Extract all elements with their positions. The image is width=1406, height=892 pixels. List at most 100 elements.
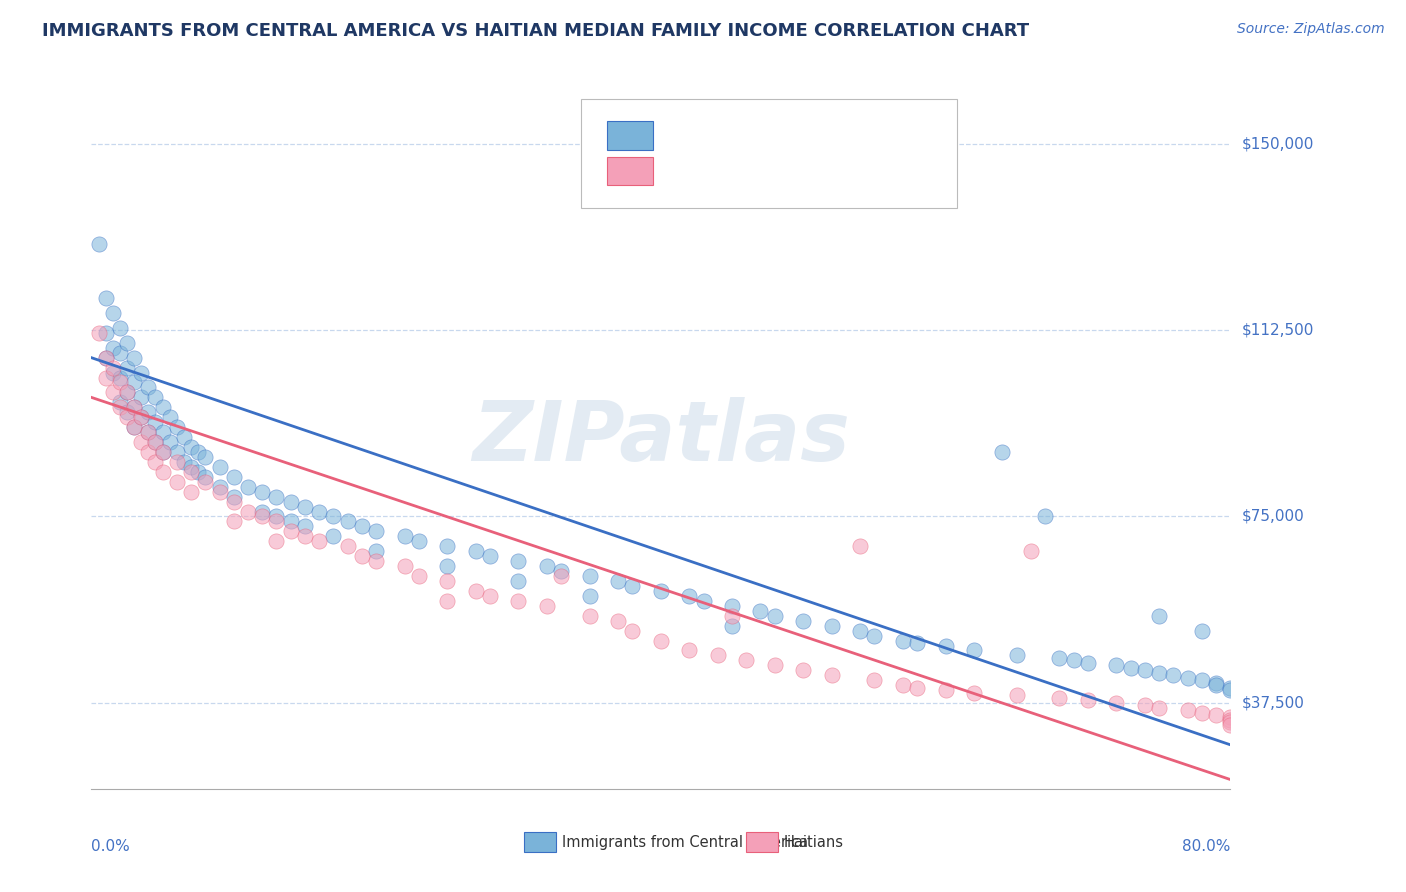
Point [108, 321, 131, 335]
Point [208, 459, 231, 474]
Point [1147, 665, 1170, 680]
Text: $75,000: $75,000 [1241, 509, 1305, 524]
Point [266, 534, 288, 549]
Point [650, 633, 672, 648]
Point [607, 574, 630, 588]
Point [792, 614, 814, 628]
Point [891, 633, 914, 648]
Point [905, 636, 928, 650]
Point [1219, 715, 1241, 730]
Point [1105, 658, 1128, 673]
Point [364, 554, 387, 568]
Point [280, 494, 302, 508]
Point [436, 574, 458, 588]
Point [108, 376, 131, 390]
Text: ZIPatlas: ZIPatlas [472, 397, 849, 477]
Point [607, 614, 630, 628]
Point [194, 450, 217, 464]
Point [122, 420, 145, 434]
Point [108, 395, 131, 409]
Point [222, 490, 245, 504]
Point [1219, 718, 1241, 732]
Text: $150,000: $150,000 [1241, 136, 1313, 152]
Point [1049, 651, 1071, 665]
Text: R =: R = [669, 163, 704, 178]
Point [222, 494, 245, 508]
Text: N =: N = [801, 163, 837, 178]
Point [152, 445, 174, 459]
Point [266, 515, 288, 529]
Point [122, 401, 145, 415]
Point [115, 360, 138, 375]
Point [1019, 544, 1042, 558]
Point [236, 480, 259, 494]
Point [166, 420, 188, 434]
Point [1191, 673, 1213, 688]
Point [122, 351, 145, 365]
Point [145, 435, 167, 450]
Point [108, 401, 131, 415]
Point [550, 564, 572, 578]
Point [934, 639, 956, 653]
Point [159, 410, 181, 425]
Point [621, 579, 644, 593]
Point [1219, 713, 1241, 727]
Point [394, 559, 416, 574]
Point [1191, 624, 1213, 638]
Point [180, 459, 202, 474]
Point [101, 360, 124, 375]
Point [322, 529, 344, 543]
Point [236, 504, 259, 518]
Text: -0.911: -0.911 [718, 128, 775, 143]
Point [115, 405, 138, 419]
Text: -0.644: -0.644 [718, 163, 775, 178]
Point [1063, 653, 1085, 667]
Point [187, 445, 209, 459]
Point [436, 594, 458, 608]
Point [849, 624, 872, 638]
Point [180, 465, 202, 479]
Point [94, 291, 117, 305]
Point [94, 370, 117, 384]
Point [166, 445, 188, 459]
Point [250, 504, 273, 518]
Point [678, 589, 700, 603]
FancyBboxPatch shape [747, 832, 778, 852]
Point [1005, 648, 1028, 663]
Point [152, 445, 174, 459]
Point [1147, 608, 1170, 623]
Point [991, 445, 1014, 459]
Point [173, 430, 195, 444]
Text: 80.0%: 80.0% [1182, 838, 1230, 854]
Point [87, 236, 110, 251]
Point [194, 470, 217, 484]
Point [122, 420, 145, 434]
Point [436, 559, 458, 574]
Point [115, 385, 138, 400]
Point [101, 306, 124, 320]
Text: $112,500: $112,500 [1241, 323, 1313, 338]
Point [394, 529, 416, 543]
Point [692, 594, 714, 608]
Point [350, 549, 373, 564]
Point [129, 390, 152, 404]
Point [145, 455, 167, 469]
Point [1049, 690, 1071, 705]
Point [350, 519, 373, 533]
Point [152, 401, 174, 415]
Point [578, 569, 600, 583]
Point [280, 524, 302, 539]
Point [1133, 698, 1156, 712]
Point [336, 515, 359, 529]
Point [1147, 700, 1170, 714]
Point [294, 529, 316, 543]
Point [145, 415, 167, 429]
Point [208, 484, 231, 499]
Point [464, 583, 486, 598]
Point [820, 668, 842, 682]
Point [308, 504, 330, 518]
Point [122, 401, 145, 415]
Point [963, 686, 986, 700]
Point [115, 410, 138, 425]
Text: 73: 73 [846, 163, 869, 178]
